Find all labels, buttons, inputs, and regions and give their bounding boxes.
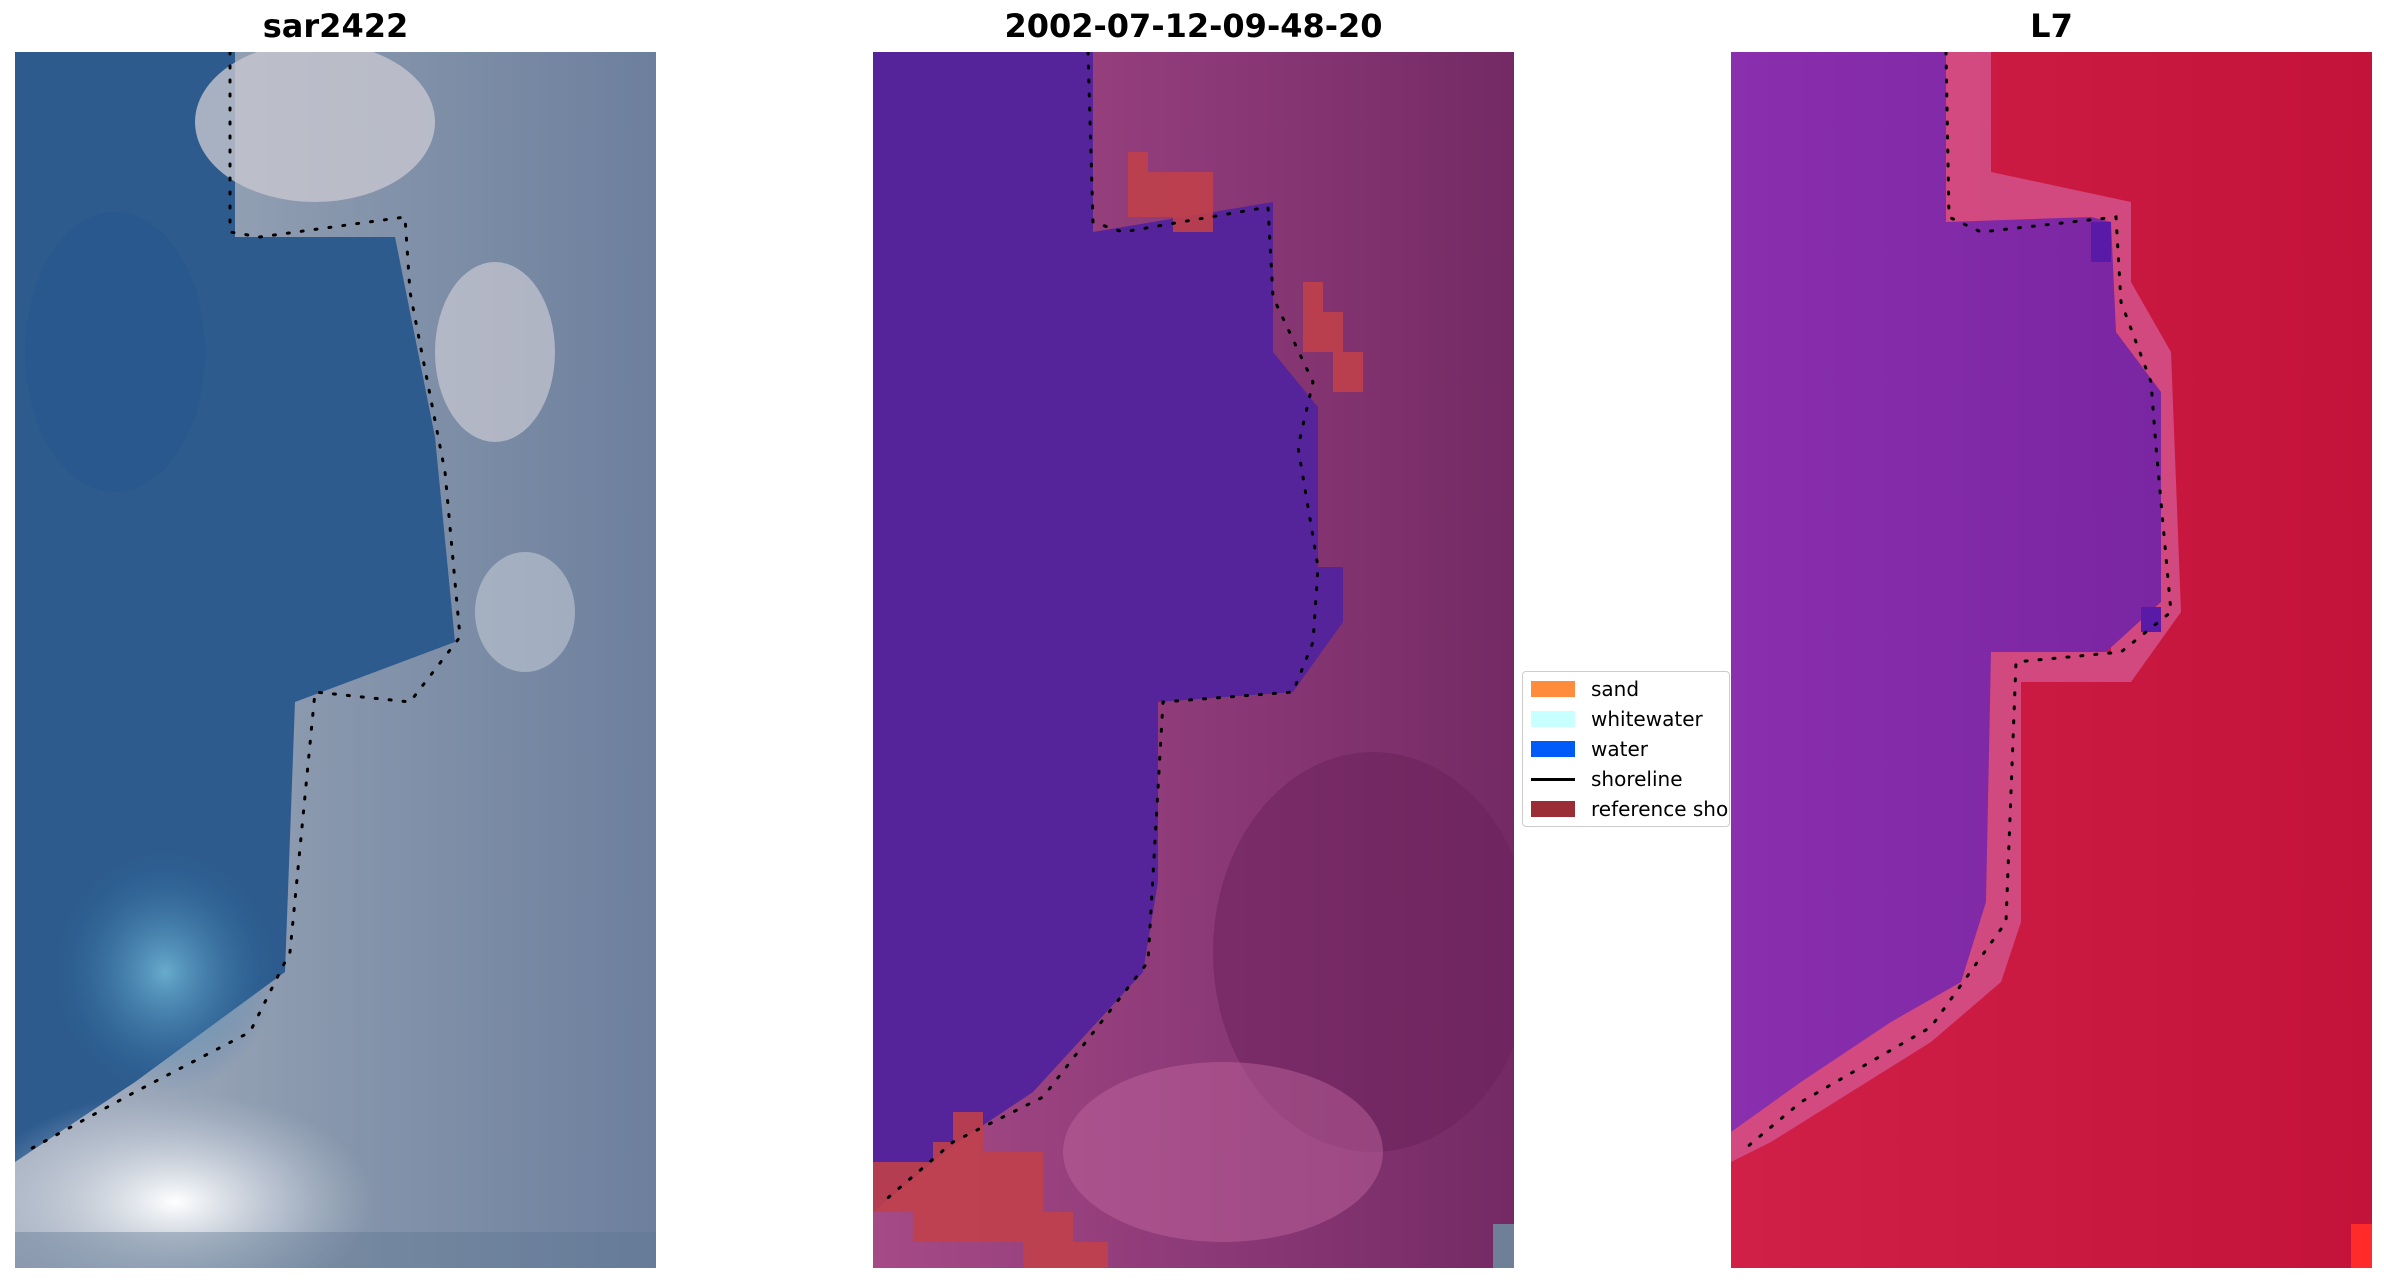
classification-image bbox=[873, 52, 1514, 1268]
legend-item-sand: sand bbox=[1531, 674, 1639, 704]
reference-shoreline-band-bottom bbox=[873, 1112, 1108, 1268]
legend-patch-sand bbox=[1531, 681, 1575, 697]
legend-item-whitewater: whitewater bbox=[1531, 704, 1703, 734]
index-panel bbox=[1731, 52, 2372, 1268]
classification-panel bbox=[873, 52, 1514, 1268]
legend-item-reference-shoreline: reference shoreline bbox=[1531, 794, 1729, 824]
panel-title-index: L7 bbox=[2030, 7, 2073, 45]
index-image bbox=[1731, 52, 2372, 1268]
reference-shoreline-band-mid bbox=[1303, 282, 1363, 392]
legend-label-whitewater: whitewater bbox=[1591, 707, 1703, 731]
shoreline-dotted bbox=[23, 52, 462, 1154]
legend-label-sand: sand bbox=[1591, 677, 1640, 701]
legend-label-shoreline: shoreline bbox=[1591, 767, 1683, 791]
reference-shoreline-band-top bbox=[1128, 152, 1213, 232]
rgb-image bbox=[15, 52, 656, 1268]
panel-title-classification: 2002-07-12-09-48-20 bbox=[1004, 7, 1383, 45]
legend-item-shoreline: shoreline bbox=[1531, 764, 1683, 794]
panel-title-rgb: sar2422 bbox=[262, 7, 409, 45]
rgb-image-panel bbox=[15, 52, 656, 1268]
legend-label-reference-shoreline: reference shoreline bbox=[1591, 797, 1729, 821]
legend-item-water: water bbox=[1531, 734, 1648, 764]
legend-patch-reference-shoreline bbox=[1531, 801, 1575, 817]
legend: sand whitewater water shoreline referenc… bbox=[1522, 671, 1730, 827]
shoreline-dotted bbox=[881, 52, 1320, 1204]
water-index-region bbox=[1731, 52, 2161, 1132]
legend-line-shoreline bbox=[1531, 777, 1575, 781]
water-class-region bbox=[873, 52, 1343, 1212]
legend-patch-water bbox=[1531, 741, 1575, 757]
legend-patch-whitewater bbox=[1531, 711, 1575, 727]
shoreline-dotted bbox=[1739, 52, 2173, 1154]
legend-label-water: water bbox=[1591, 737, 1648, 761]
